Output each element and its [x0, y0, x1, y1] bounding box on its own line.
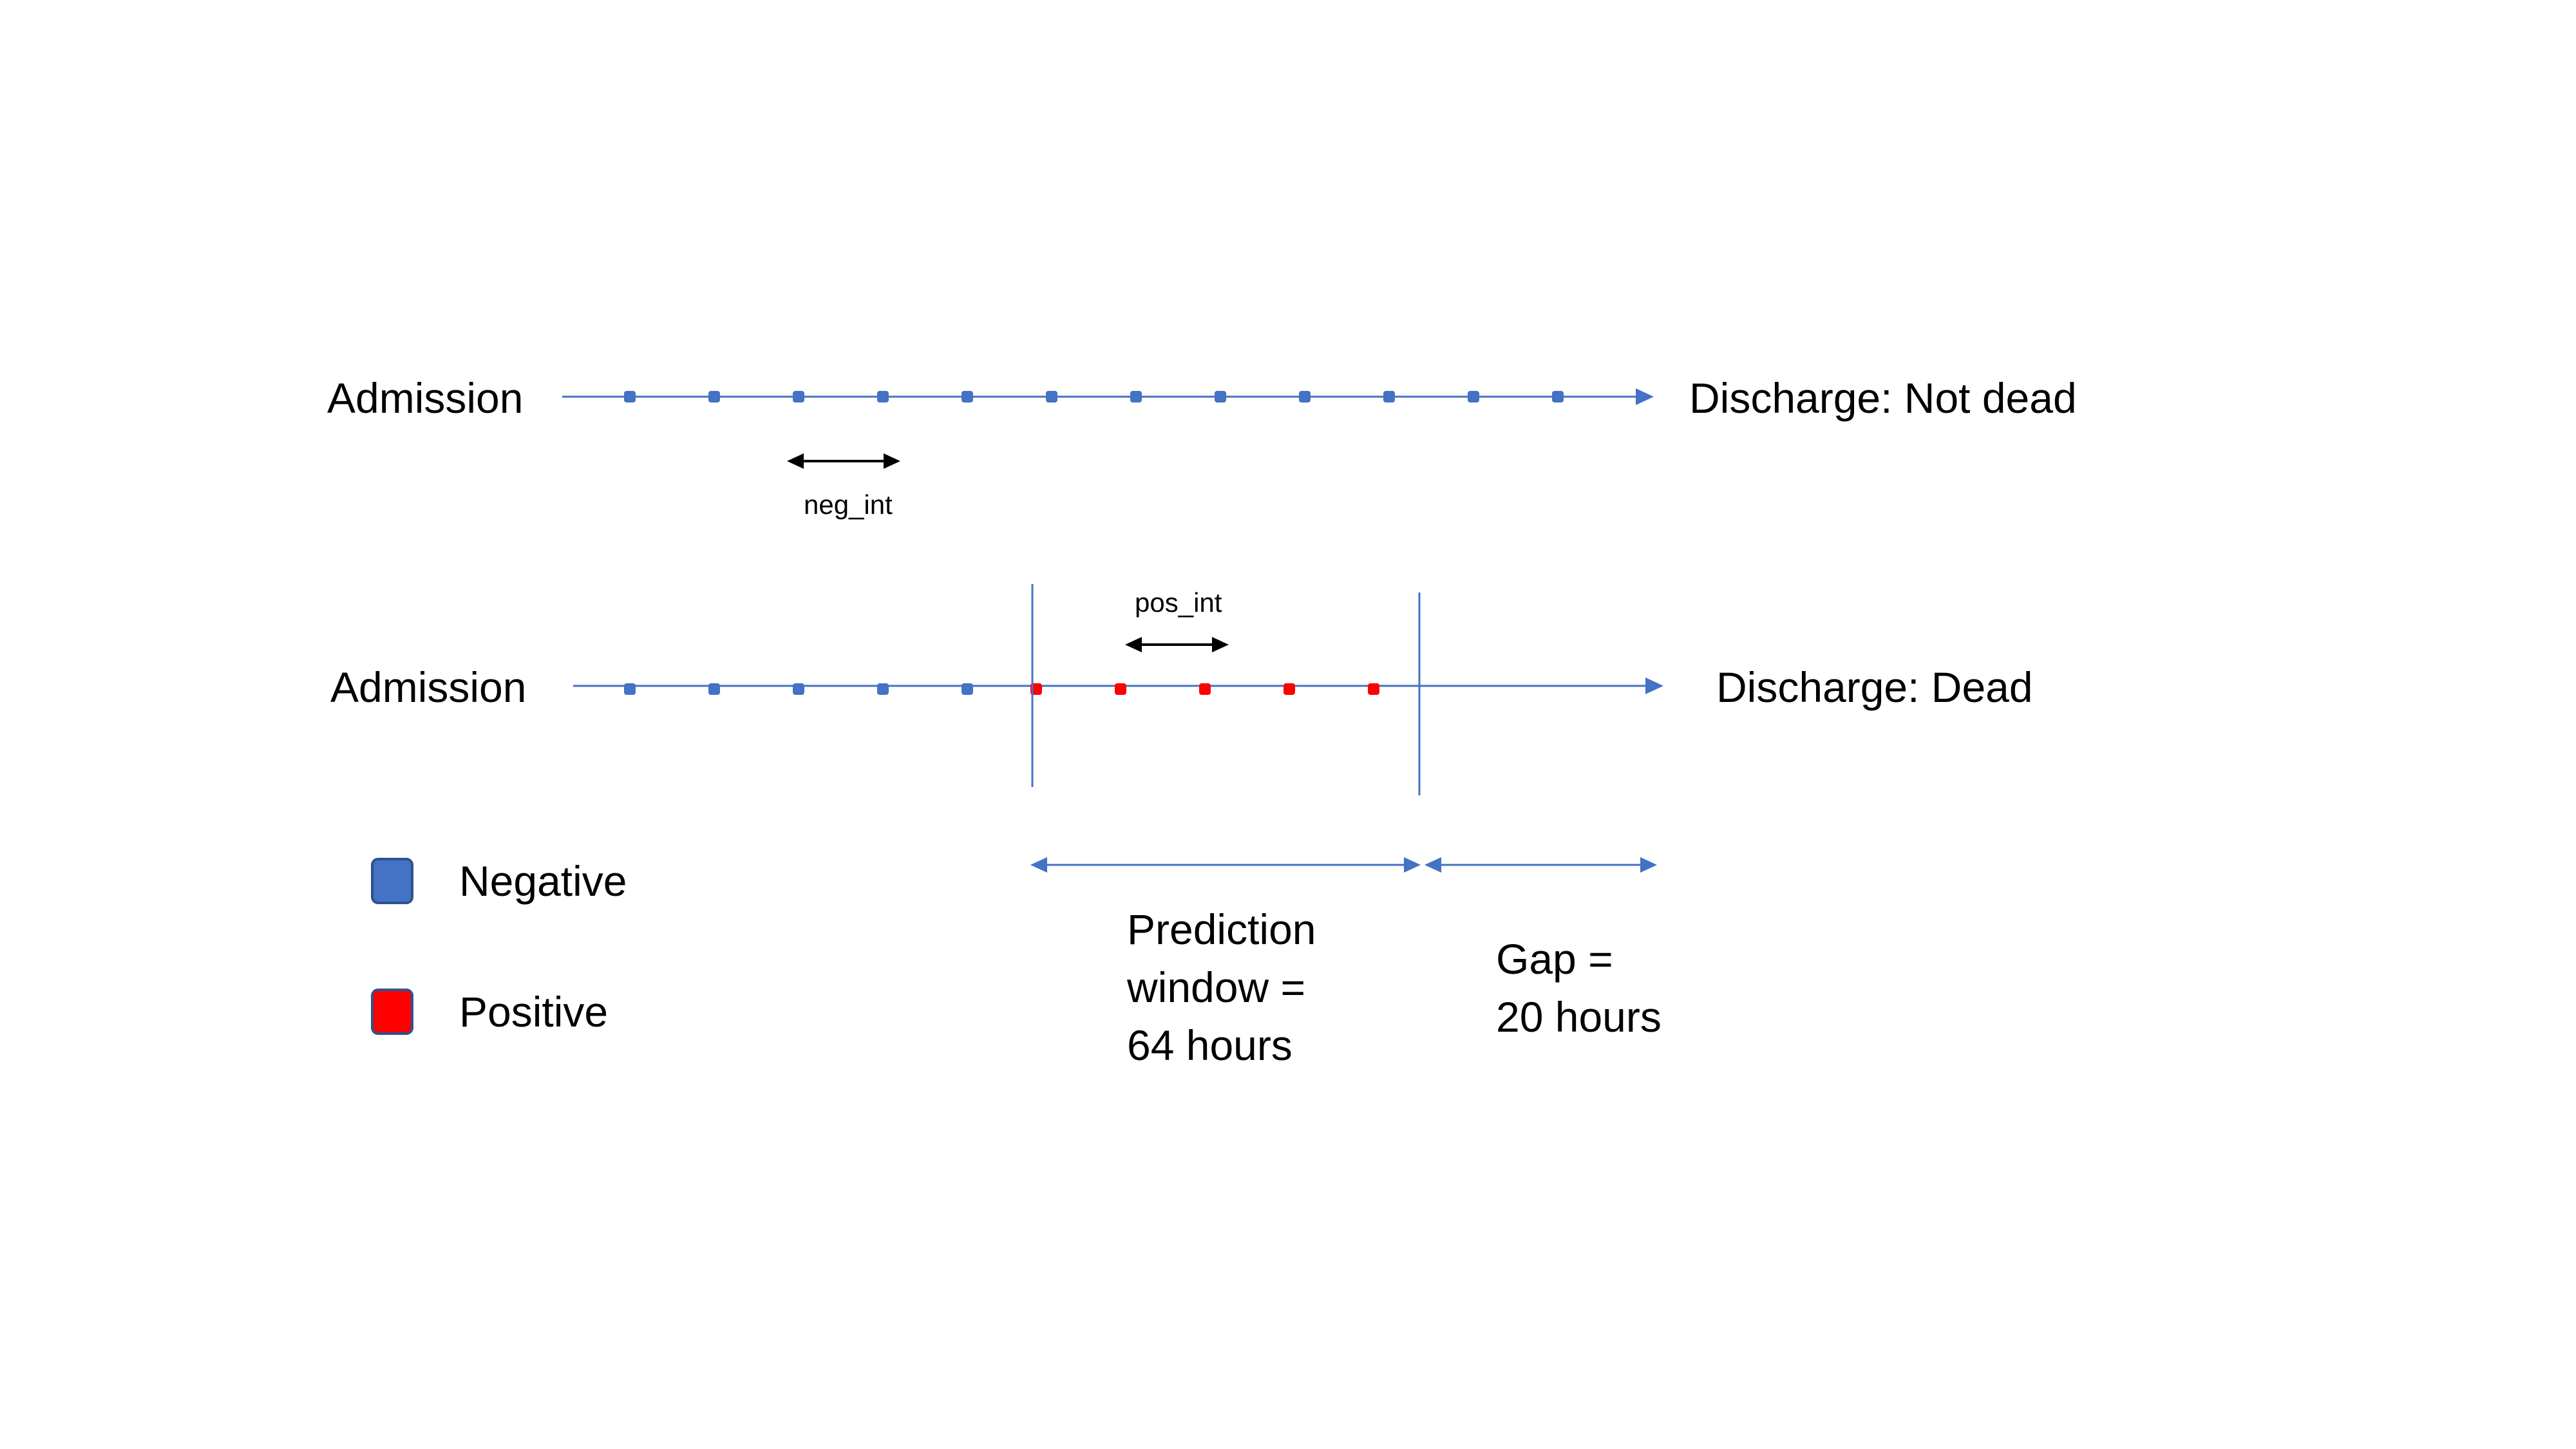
- prediction-window-label-line-2: window =: [1127, 963, 1305, 1011]
- neg-int-label: neg_int: [804, 489, 893, 520]
- timeline-alive-point-negative: [793, 391, 804, 402]
- prediction-window-label-line-1: Prediction: [1127, 905, 1316, 953]
- timeline-dead-start-label: Admission: [330, 663, 527, 711]
- timeline-dead: [573, 584, 1663, 795]
- timeline-alive-point-negative: [624, 391, 636, 402]
- timeline-dead-arrowhead: [1645, 677, 1663, 694]
- legend-positive-swatch: [371, 989, 413, 1035]
- timeline-dead-points: [624, 683, 1379, 695]
- timeline-alive-points: [624, 391, 1564, 402]
- timeline-alive-point-negative: [1552, 391, 1564, 402]
- timeline-alive-end-label: Discharge: Not dead: [1689, 374, 2077, 422]
- prediction-window-label: Prediction window = 64 hours: [1127, 900, 1316, 1074]
- neg-int-arrow: [787, 453, 900, 469]
- timeline-dead-point-positive: [1199, 683, 1211, 695]
- timeline-alive-arrowhead: [1636, 388, 1654, 405]
- prediction-window-span-arrow: [1030, 857, 1421, 873]
- prediction-window-label-line-3: 64 hours: [1127, 1021, 1293, 1069]
- timeline-alive-point-negative: [1468, 391, 1479, 402]
- legend-positive-label: Positive: [459, 988, 609, 1036]
- timeline-alive-start-label: Admission: [327, 374, 524, 422]
- timeline-alive-point-negative: [961, 391, 973, 402]
- timeline-dead-point-positive: [1115, 683, 1126, 695]
- timeline-dead-point-negative: [961, 683, 973, 695]
- timeline-dead-point-negative: [624, 683, 636, 695]
- timeline-alive-point-negative: [1046, 391, 1057, 402]
- timeline-dead-point-negative: [877, 683, 889, 695]
- timeline-dead-point-negative: [708, 683, 720, 695]
- timeline-alive-point-negative: [708, 391, 720, 402]
- timeline-dead-point-positive: [1368, 683, 1379, 695]
- timeline-alive: [562, 388, 1654, 469]
- pos-int-arrow: [1125, 637, 1229, 652]
- timeline-dead-point-positive: [1283, 683, 1295, 695]
- legend-negative-label: Negative: [459, 857, 627, 905]
- timeline-alive-point-negative: [877, 391, 889, 402]
- timeline-alive-point-negative: [1215, 391, 1226, 402]
- timeline-dead-point-negative: [793, 683, 804, 695]
- gap-span-arrow: [1425, 857, 1657, 873]
- timeline-alive-point-negative: [1383, 391, 1395, 402]
- gap-label-line-1: Gap =: [1496, 935, 1613, 983]
- timeline-alive-point-negative: [1299, 391, 1311, 402]
- timeline-alive-point-negative: [1130, 391, 1142, 402]
- pos-int-label: pos_int: [1135, 587, 1222, 618]
- gap-label-line-2: 20 hours: [1496, 993, 1662, 1041]
- legend-negative-swatch: [371, 858, 413, 904]
- gap-label: Gap = 20 hours: [1496, 930, 1662, 1046]
- timeline-dead-end-label: Discharge: Dead: [1716, 663, 2033, 711]
